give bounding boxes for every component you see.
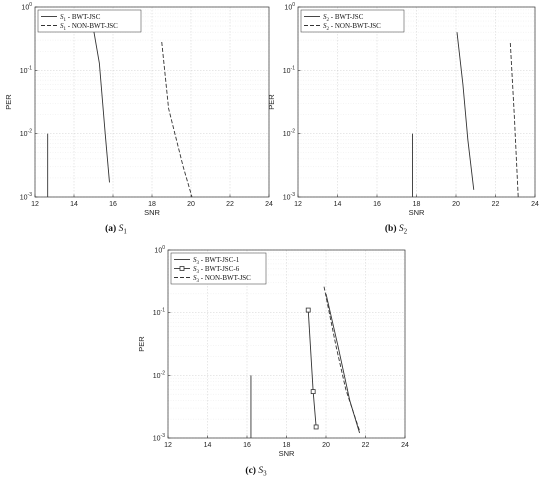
y-tick-label: 10-1 [153, 308, 165, 318]
subfigure-caption: (b) S2 [385, 223, 408, 236]
x-tick-label: 22 [362, 442, 370, 449]
x-axis-label: SNR [144, 208, 160, 217]
legend-marker [179, 266, 185, 271]
x-tick-label: 24 [401, 442, 409, 449]
x-tick-label: 12 [164, 442, 172, 449]
y-tick-label: 10-3 [283, 192, 295, 202]
series-line-1 [456, 32, 475, 190]
y-tick-label: 10-2 [283, 129, 295, 139]
y-tick-label: 10-3 [153, 433, 165, 443]
x-tick-label: 12 [294, 201, 302, 208]
series-line-2 [161, 41, 193, 198]
x-tick-label: 20 [322, 442, 330, 449]
x-tick-label: 14 [70, 201, 78, 208]
y-axis-label: PER [267, 94, 276, 110]
subfigure-caption: (c) S3 [245, 465, 267, 478]
legend-entry: S2 - NON-BWT-JSC [323, 22, 381, 32]
y-tick-label: 10-2 [153, 370, 165, 380]
x-tick-label: 14 [334, 201, 342, 208]
legend-box [37, 9, 142, 33]
y-tick-label: 100 [284, 2, 295, 12]
x-tick-label: 18 [413, 201, 421, 208]
x-tick-label: 24 [265, 201, 273, 208]
series-point-marker [313, 424, 319, 430]
series-line-1 [92, 25, 110, 183]
series-point-marker [310, 389, 316, 395]
series-line-2 [509, 42, 519, 198]
x-tick-label: 18 [148, 201, 156, 208]
chart-panel-3: 12 14 16 18 20 22 24 100 10-1 10-2 10-3 SNR PER S3 - … [137, 245, 409, 478]
x-tick-label: 12 [31, 201, 39, 208]
subfigure-caption: (a) S1 [105, 223, 127, 236]
x-tick-label: 22 [492, 201, 500, 208]
y-tick-label: 10-1 [20, 65, 32, 75]
series-point-marker [305, 307, 311, 313]
legend-entry: S3 - BWT-JSC-6 [193, 265, 240, 275]
chart-panel-1: 12 14 16 18 20 22 24 100 10-1 10-2 10-3 SNR PER S1 - … [4, 2, 273, 236]
x-axis-label: SNR [279, 449, 295, 458]
legend-entry: S1 - NON-BWT-JSC [60, 22, 118, 32]
x-tick-label: 16 [373, 201, 381, 208]
legend-entry: S3 - BWT-JSC-1 [193, 256, 240, 266]
x-tick-label: 18 [283, 442, 291, 449]
legend-box [300, 9, 405, 33]
y-tick-label: 10-3 [20, 192, 32, 202]
x-tick-label: 16 [109, 201, 117, 208]
x-tick-label: 16 [243, 442, 251, 449]
chart-panel-2: 12 14 16 18 20 22 24 100 10-1 10-2 10-3 SNR PER S2 - … [267, 2, 539, 236]
y-tick-label: 100 [21, 2, 32, 12]
series-line-2 [307, 310, 317, 427]
x-tick-label: 22 [226, 201, 234, 208]
legend-entry: S3 - NON-BWT-JSC [193, 274, 251, 284]
x-tick-label: 24 [531, 201, 539, 208]
legend-entry: S1 - BWT-JSC [60, 13, 101, 23]
x-tick-label: 20 [187, 201, 195, 208]
x-tick-label: 20 [452, 201, 460, 208]
series-line-4 [325, 293, 361, 434]
y-tick-label: 100 [154, 245, 165, 255]
x-tick-label: 14 [204, 442, 212, 449]
legend-entry: S2 - BWT-JSC [323, 13, 364, 23]
x-axis-label: SNR [409, 208, 425, 217]
y-axis-label: PER [137, 336, 146, 352]
y-tick-label: 10-2 [20, 129, 32, 139]
y-axis-label: PER [4, 94, 13, 110]
y-tick-label: 10-1 [283, 65, 295, 75]
